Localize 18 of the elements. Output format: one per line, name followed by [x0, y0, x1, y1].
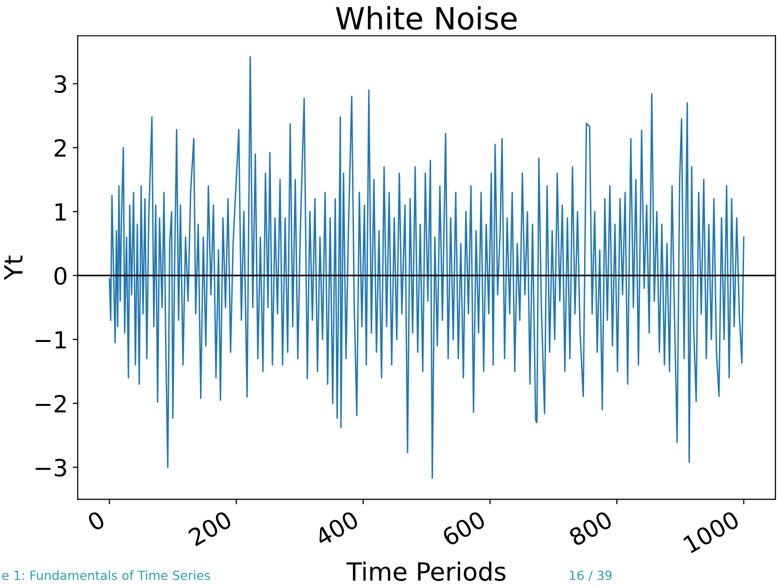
y-axis-title: Yt — [4, 256, 22, 280]
text: e 1: Fundamentals of Time Series — [2, 570, 210, 580]
y-tick-label: 3 — [54, 75, 66, 94]
x-tick-label: 600 — [441, 510, 486, 547]
y-tick-label: 2 — [54, 139, 66, 157]
line-series — [108, 56, 744, 479]
y-tick-label: 1 — [56, 203, 66, 221]
y-tick-label: −2 — [36, 394, 66, 412]
y-tick-label: −1 — [36, 331, 66, 348]
x-axis-title: Time Periods — [346, 562, 506, 581]
x-tick-label: 200 — [188, 510, 233, 546]
chart-title: White Noise — [336, 6, 517, 30]
x-tick-label: 800 — [568, 510, 614, 547]
x-tick-label: 400 — [314, 510, 360, 547]
y-tick-label: −3 — [36, 458, 66, 477]
x-tick-label: 0 — [86, 510, 106, 532]
text: 16 / 39 — [570, 570, 612, 582]
y-tick-label: 0 — [54, 266, 66, 285]
